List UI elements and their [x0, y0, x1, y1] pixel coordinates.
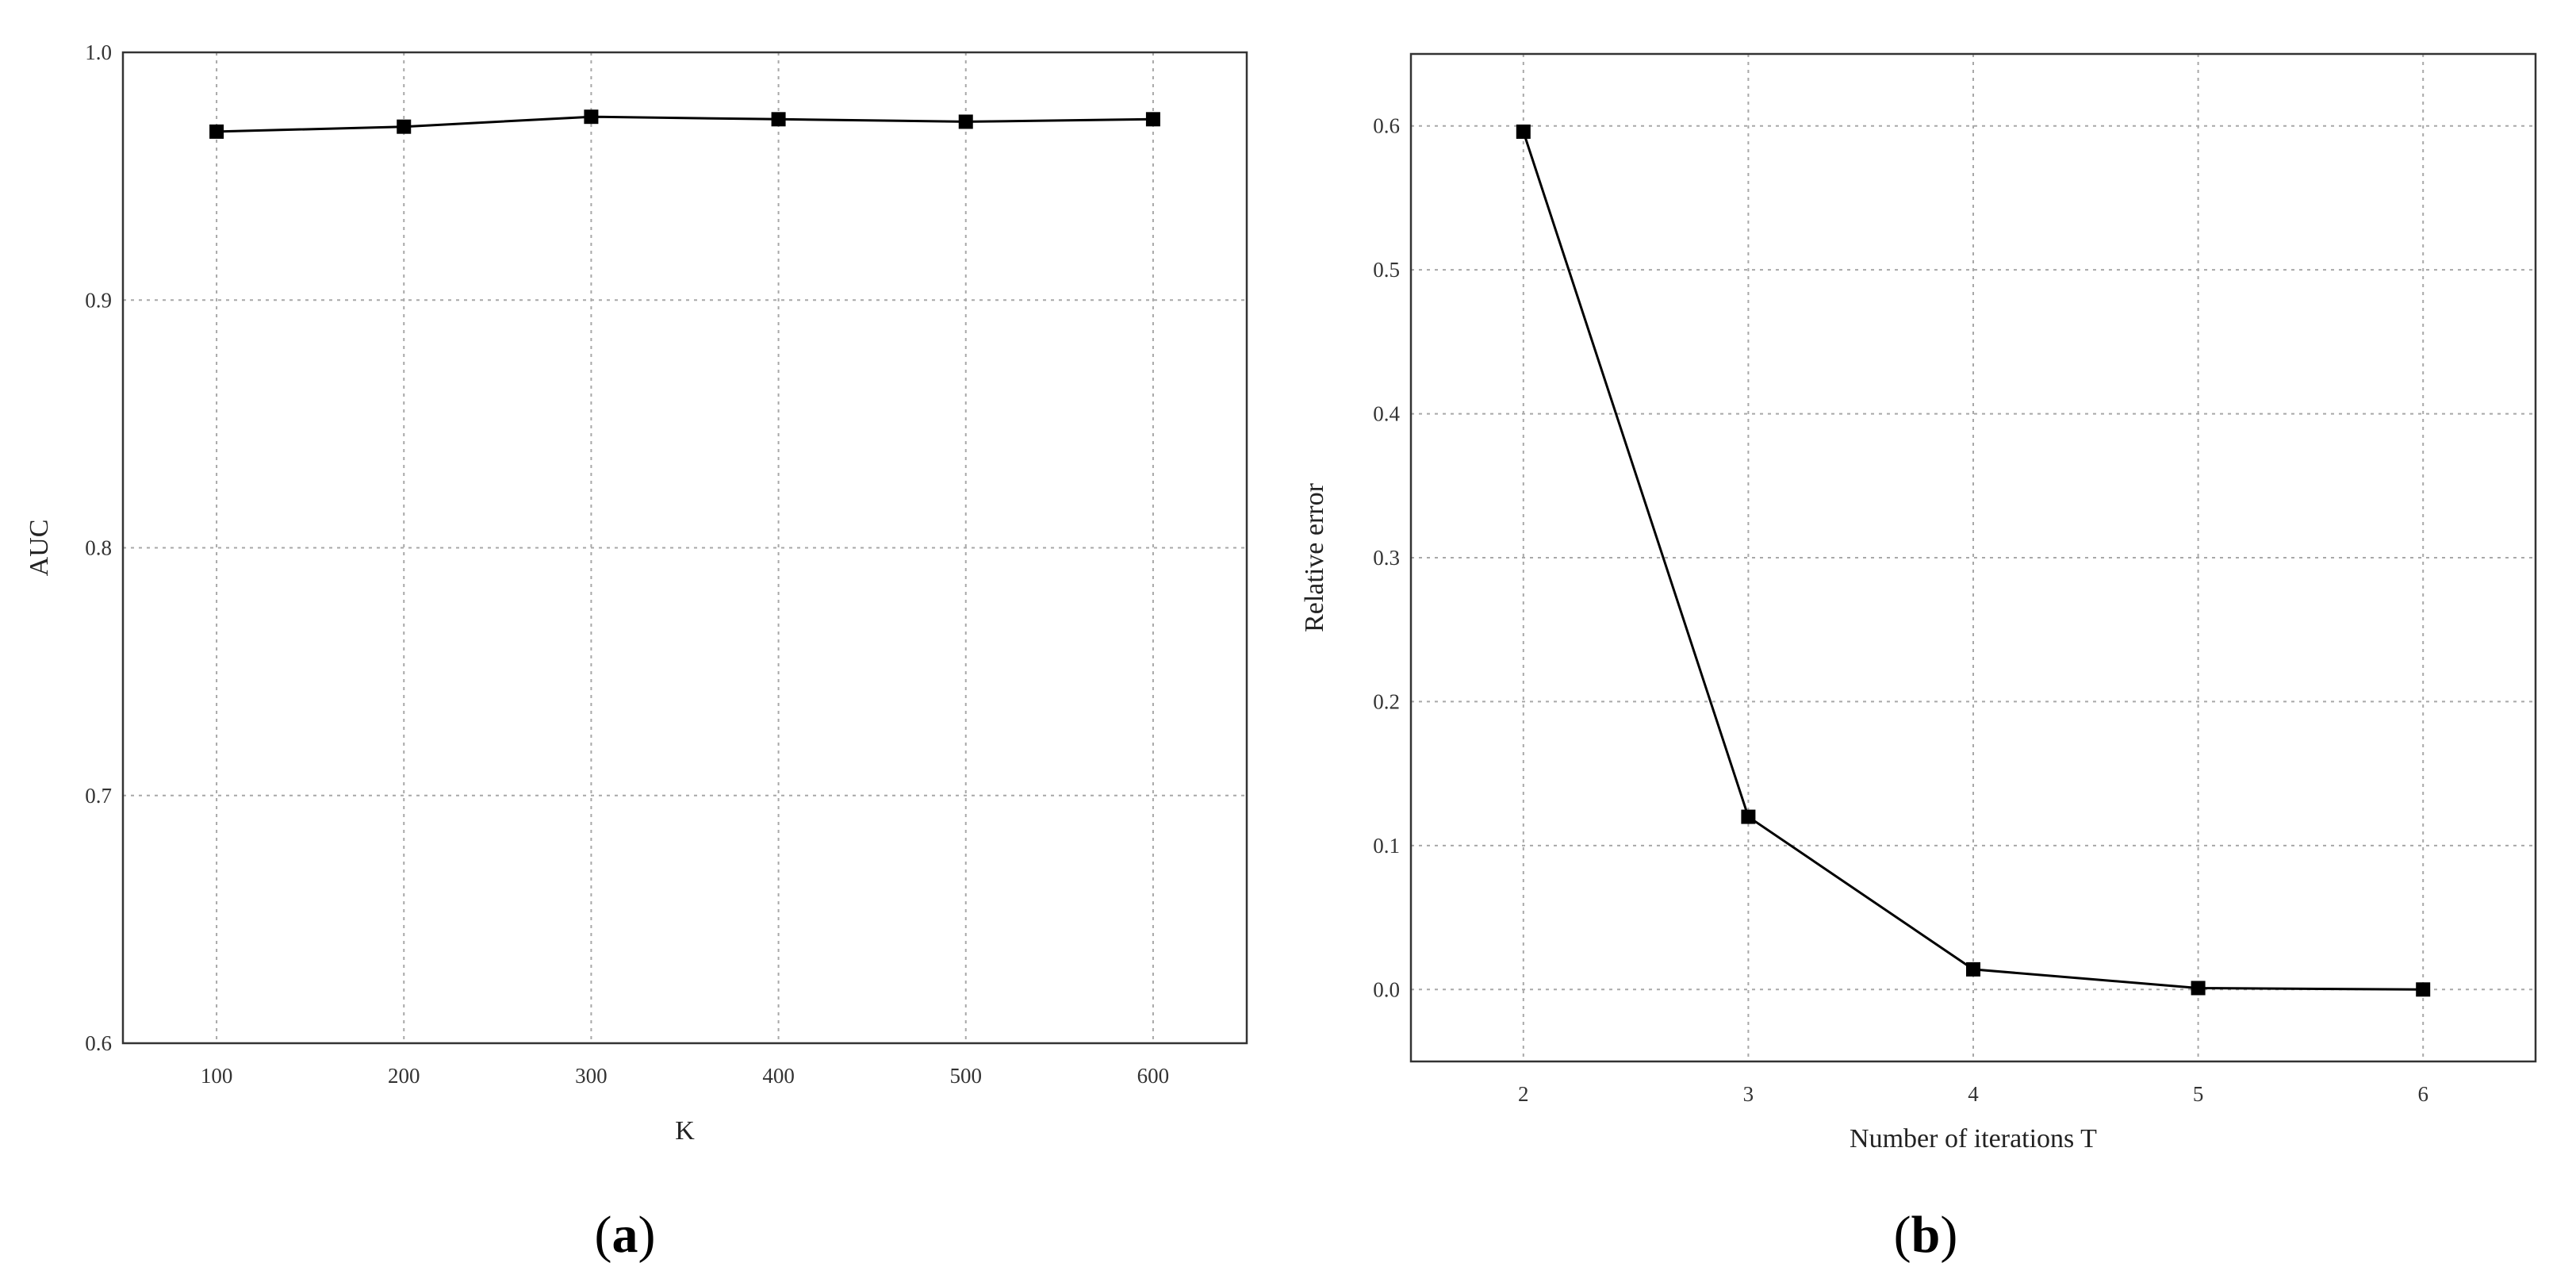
y-tick-labels: 0.0 0.1 0.2 0.3 0.4 0.5 0.6 [1373, 114, 1400, 1002]
series-group [217, 115, 1153, 133]
x-tick-labels: 100 200 300 400 500 600 [201, 1064, 1169, 1088]
x-tick-label: 4 [1968, 1082, 1979, 1106]
data-point-marker [397, 119, 412, 134]
y-tick-label: 0.7 [85, 784, 112, 808]
x-tick-label: 100 [201, 1064, 233, 1088]
y-tick-label: 0.2 [1373, 689, 1400, 713]
x-tick-label: 500 [950, 1064, 983, 1088]
grid-lines [123, 52, 1247, 1043]
panel-caption: (a) [595, 1206, 656, 1264]
x-tick-label: 6 [2417, 1082, 2428, 1106]
data-point-marker [584, 109, 599, 125]
y-tick-label: 0.8 [85, 536, 112, 560]
y-tick-label: 0.9 [85, 288, 112, 312]
y-axis-label: Relative error [1300, 482, 1329, 632]
y-tick-label: 0.6 [85, 1031, 112, 1055]
x-tick-label: 2 [1518, 1082, 1529, 1106]
data-point-marker [209, 124, 224, 139]
y-tick-label: 0.3 [1373, 546, 1400, 570]
data-point-marker [1516, 124, 1531, 139]
markers-group [209, 109, 1160, 139]
x-tick-label: 600 [1137, 1064, 1170, 1088]
data-point-marker [2191, 981, 2206, 996]
y-axis-label: AUC [25, 520, 54, 577]
y-tick-label: 0.1 [1373, 834, 1400, 858]
x-tick-labels: 2 3 4 5 6 [1518, 1082, 2428, 1106]
data-point-marker [958, 114, 973, 129]
y-tick-label: 1.0 [85, 40, 112, 64]
x-tick-label: 200 [388, 1064, 420, 1088]
panel-letter: b [1911, 1206, 1941, 1264]
data-point-marker [771, 112, 786, 127]
chart-panel-b: 2 3 4 5 6 0.0 0.1 0.2 0.3 0.4 0.5 0.6 Number of it… [1300, 52, 2537, 1264]
panel-caption: (b) [1894, 1206, 1958, 1264]
data-point-marker [1966, 962, 1980, 977]
y-tick-label: 0.6 [1373, 114, 1400, 138]
chart-panel-a: 100 200 300 400 500 600 0.6 0.7 0.8 0.9 1.0 K AUC… [25, 40, 1248, 1264]
markers-group [1516, 124, 2431, 997]
x-tick-label: 300 [575, 1064, 608, 1088]
data-point-marker [1741, 809, 1756, 824]
data-point-marker [1145, 112, 1160, 127]
y-tick-label: 0.4 [1373, 402, 1400, 426]
grid-lines [1411, 54, 2536, 1061]
y-tick-label: 0.0 [1373, 977, 1400, 1001]
y-tick-labels: 0.6 0.7 0.8 0.9 1.0 [85, 40, 112, 1055]
y-tick-label: 0.5 [1373, 258, 1400, 282]
x-tick-label: 3 [1743, 1082, 1754, 1106]
plot-frame [1409, 52, 2537, 1063]
x-axis-label: K [675, 1116, 695, 1146]
panel-letter: a [612, 1206, 638, 1264]
x-tick-label: 400 [762, 1064, 795, 1088]
x-tick-label: 5 [2193, 1082, 2204, 1106]
series-line [217, 115, 1153, 133]
data-point-marker [2416, 982, 2431, 997]
plot-frame [121, 51, 1248, 1045]
x-axis-label: Number of iterations T [1850, 1124, 2097, 1153]
